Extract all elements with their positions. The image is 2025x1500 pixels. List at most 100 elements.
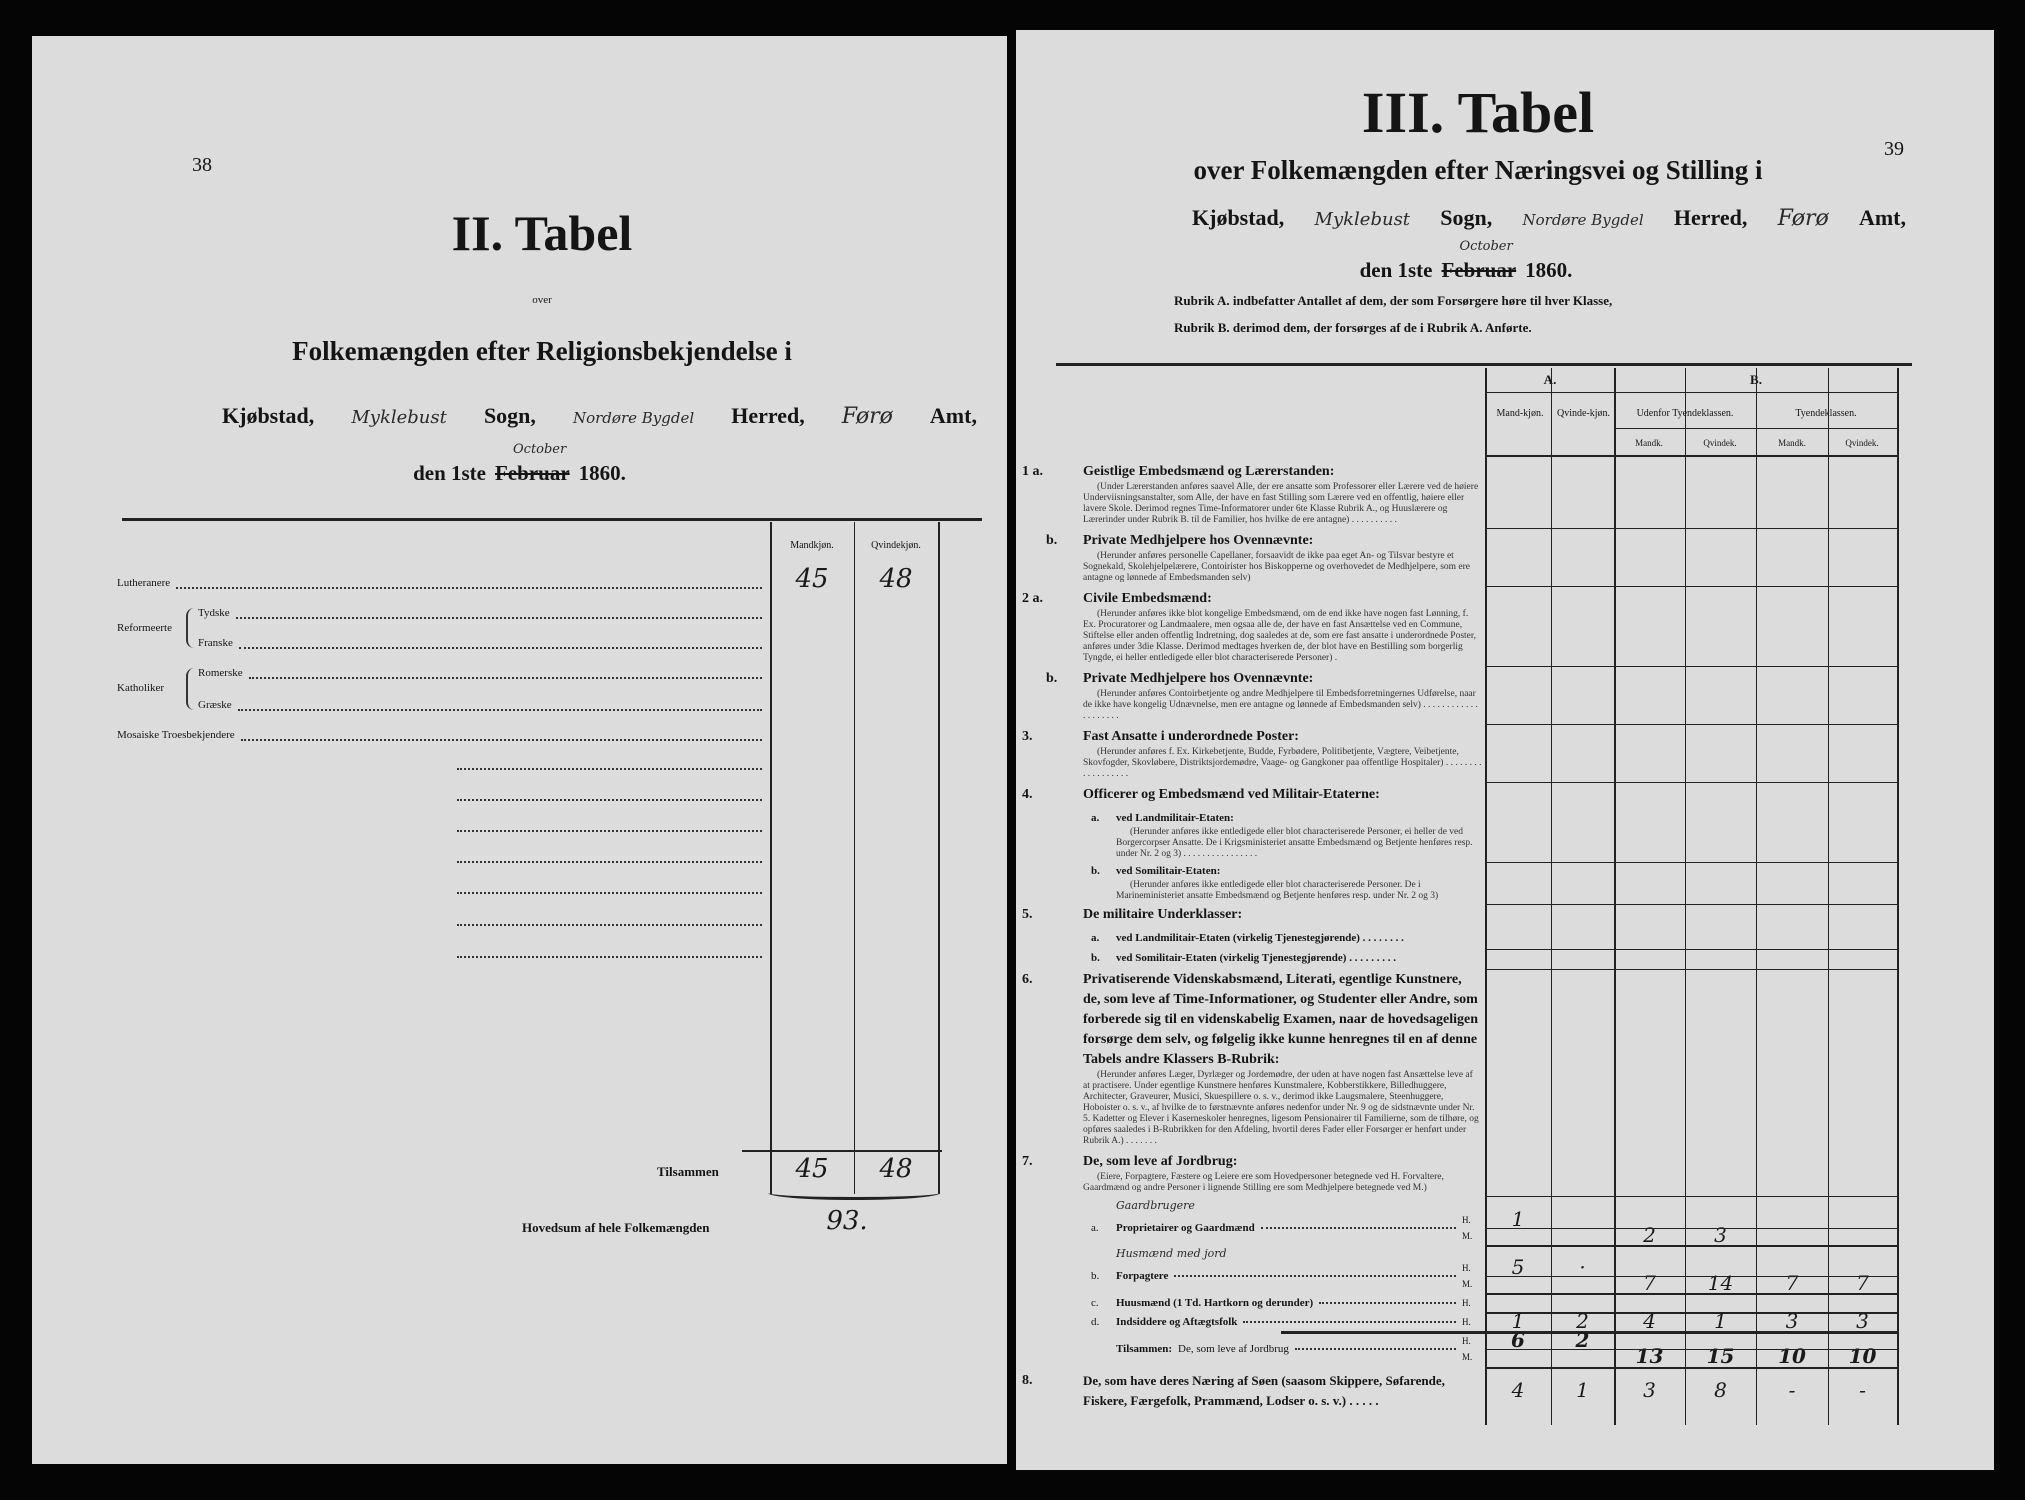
item-block: 6. Privatiserende Videnskabsmænd, Literat…	[1022, 970, 1482, 1147]
agri-total-row: Tilsammen: De, som leve af Jordbrug H. M.	[1022, 1333, 1482, 1365]
handwritten-annotation: Gaardbrugere	[1116, 1199, 1195, 1212]
column-header-qvinde: Qvindekjøn.	[871, 540, 921, 551]
code-column: H. M.	[1462, 1333, 1482, 1365]
value-lutheranere-qvinde: 48	[879, 564, 913, 594]
place-herred: Herred,	[1673, 205, 1748, 230]
header-qvinde: Qvinde-kjøn.	[1556, 408, 1611, 419]
item-note: (Herunder anføres personelle Capellaner,…	[1083, 551, 1471, 583]
place-line: Kjøbstad, Myklebust Sogn, Nordøre Bygdel Her…	[222, 402, 977, 432]
item-note: (Eiere, Forpagtere, Fæstere og Leiere er…	[1083, 1172, 1444, 1193]
total-label: Tilsammen	[657, 1164, 719, 1179]
date-prefix: den 1ste	[1359, 258, 1433, 282]
column-line	[938, 522, 940, 1194]
code-label: H.	[1462, 1317, 1471, 1327]
handwritten-herred: Nordøre Bygdel	[1522, 211, 1644, 229]
row-label: Romerske	[198, 667, 243, 679]
handwritten-annotation: Husmænd med jord	[1116, 1247, 1227, 1260]
dotted-leader	[457, 861, 762, 863]
header-line	[1614, 428, 1897, 429]
date-year: 1860.	[1525, 258, 1573, 282]
item-number: b.	[1091, 865, 1100, 877]
column-line	[770, 522, 772, 1194]
cell-value: 8	[1714, 1378, 1727, 1402]
dotted-leader	[1243, 1321, 1456, 1323]
row-line	[1485, 1196, 1897, 1197]
rubrik-b-note: Rubrik B. derimod dem, der forsørges af …	[1174, 320, 1532, 335]
place-kjobstad: Kjøbstad,	[1192, 205, 1285, 230]
dotted-leader	[238, 709, 762, 711]
row-line	[1485, 1245, 1897, 1247]
total-value: 10	[1848, 1344, 1877, 1368]
row-line	[1485, 1293, 1897, 1295]
total-rule	[742, 1150, 942, 1152]
dotted-leader	[241, 739, 762, 741]
item-block: b. ved Somilitair-Etaten: (Herunder anføre…	[1022, 863, 1482, 902]
cell-value: 3	[1643, 1378, 1656, 1402]
item-title: Private Medhjelpere hos Ovennævnte:	[1083, 671, 1314, 686]
table-subtitle: over Folkemængden efter Næringsvei og St…	[1193, 155, 1763, 185]
item-block: 8. De, som have deres Næring af Søen (saa…	[1022, 1371, 1482, 1411]
item-number: 2 a.	[1022, 591, 1043, 606]
row-line	[1485, 782, 1897, 783]
dotted-leader	[239, 647, 762, 649]
agri-row-line: c. Huusmænd (1 Td. Hartkorn og derunder) H…	[1091, 1295, 1482, 1311]
code-label: H.	[1462, 1298, 1471, 1308]
cell-value: 2	[1643, 1223, 1656, 1247]
row-line	[1485, 1276, 1897, 1277]
agri-row-no: d.	[1091, 1316, 1100, 1328]
column-line	[1685, 368, 1686, 1425]
brace-icon	[186, 608, 194, 648]
dotted-leader	[457, 830, 762, 832]
group-label-reformeerte: Reformeerte	[117, 622, 172, 634]
code-label: H.	[1462, 1215, 1471, 1225]
item-block: 5. De militaire Underklasser:	[1022, 905, 1482, 925]
cell-value: -	[1788, 1378, 1796, 1402]
cell-value: 7	[1785, 1271, 1799, 1295]
row-line	[1485, 586, 1897, 587]
row-line	[1485, 949, 1897, 950]
code-column: H.	[1462, 1295, 1482, 1311]
date-month-wrapper: Februar October	[1442, 240, 1517, 283]
column-line	[1485, 368, 1487, 1425]
item-number: 3.	[1022, 729, 1033, 744]
column-line	[1551, 368, 1552, 1425]
total-value: 6	[1511, 1328, 1525, 1352]
code-column: H.	[1462, 1314, 1482, 1330]
header-mandk: Mandk.	[1778, 438, 1806, 448]
handwritten-sogn: Myklebust	[1314, 209, 1411, 230]
agri-row: Husmænd med jord b. Forpagtere H. M.	[1022, 1247, 1482, 1292]
column-line	[1756, 368, 1757, 1425]
row-line	[1485, 862, 1897, 863]
place-amt: Amt,	[1858, 205, 1906, 230]
item-note: (Herunder anføres f. Ex. Kirkebetjente, …	[1083, 747, 1482, 779]
date-line: den 1ste Februar October 1860.	[1016, 240, 1916, 283]
column-line	[1614, 368, 1616, 1425]
agri-row-line: a. Proprietairer og Gaardmænd H. M.	[1091, 1212, 1482, 1244]
item-block: a. ved Landmilitair-Etaten (virkelig Tjen…	[1022, 930, 1482, 947]
cell-value: 3	[1714, 1223, 1727, 1247]
dotted-leader	[457, 924, 762, 926]
row-line	[1485, 724, 1897, 725]
total-rule	[1281, 1331, 1897, 1334]
table-title: II. Tabel	[451, 205, 633, 261]
brace-under-icon	[768, 1186, 940, 1200]
dotted-leader	[176, 587, 762, 589]
item-title: Privatiserende Videnskabsmænd, Literati,…	[1083, 972, 1478, 1067]
agri-row-label: Indsiddere og Aftægtsfolk	[1116, 1316, 1238, 1328]
agri-total-text: De, som leve af Jordbrug	[1178, 1343, 1289, 1355]
dotted-leader	[1294, 1348, 1456, 1350]
item-number: 8.	[1022, 1373, 1033, 1388]
total-value: 15	[1706, 1344, 1735, 1368]
brace-icon	[186, 668, 194, 710]
header-qvindek: Qvindek.	[1845, 438, 1879, 448]
item-block: 3. Fast Ansatte i underordnede Poster: (He…	[1022, 727, 1482, 780]
item-block: b. ved Somilitair-Etaten (virkelig Tjenes…	[1022, 950, 1482, 967]
grand-total-label: Hovedsum af hele Folkemængden	[522, 1220, 710, 1235]
item-number: 6.	[1022, 972, 1033, 987]
item-block: b. Private Medhjelpere hos Ovennævnte: (He…	[1022, 669, 1482, 722]
handwritten-amt: Førø	[841, 404, 893, 429]
dotted-leader	[249, 677, 762, 679]
item-title: Private Medhjelpere hos Ovennævnte:	[1083, 533, 1314, 548]
cell-value: 3	[1785, 1309, 1799, 1333]
code-label: M.	[1462, 1279, 1473, 1289]
